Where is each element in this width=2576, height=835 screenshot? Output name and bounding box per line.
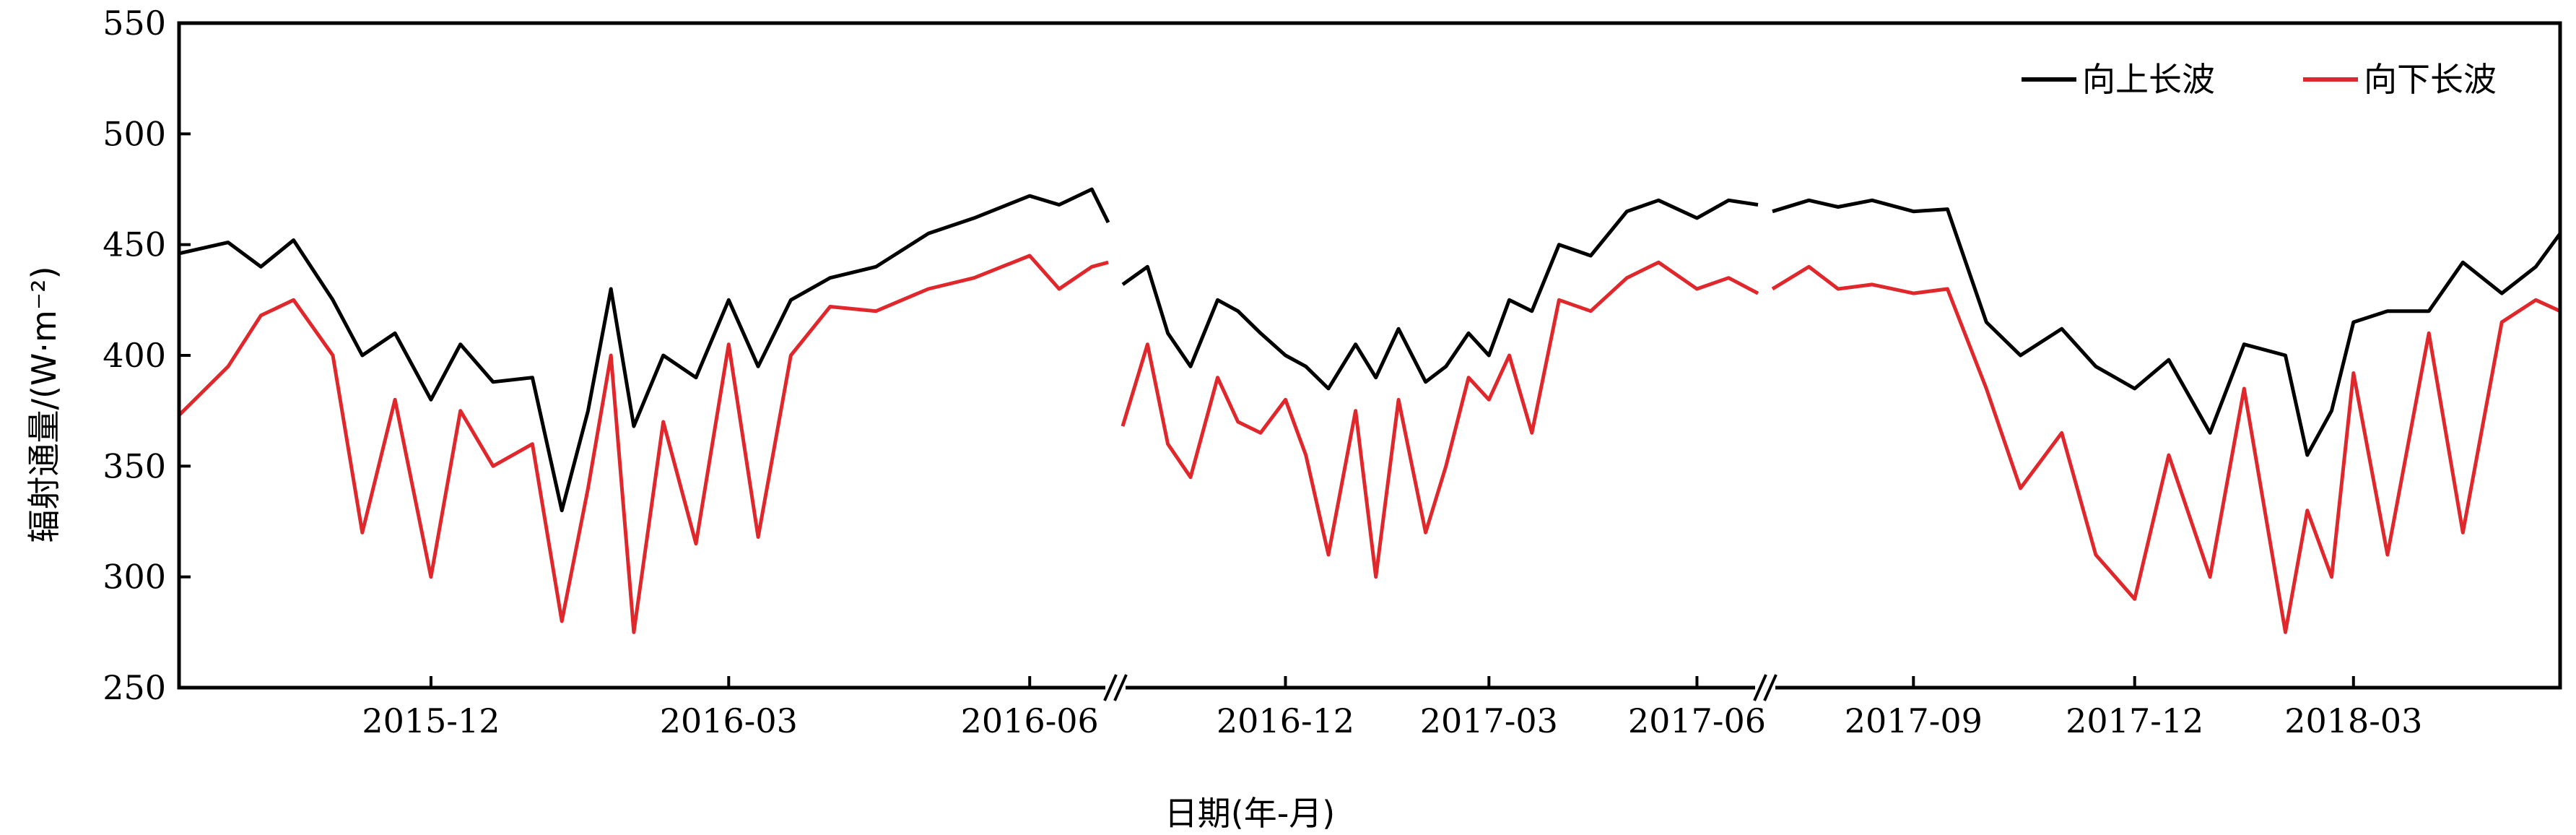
legend-label-1: 向上长波 bbox=[2082, 60, 2215, 99]
y-tick-label: 300 bbox=[103, 558, 166, 597]
y-tick-label: 400 bbox=[103, 336, 166, 375]
y-axis: 250 300 350 400 450 500 550 bbox=[103, 4, 191, 707]
series-line-1-segment-3 bbox=[1772, 198, 2562, 457]
legend: 向上长波 向下长波 bbox=[2022, 60, 2497, 99]
x-axis: 2015-12 2016-03 2016-06 2016-12 2017-03 2017-… bbox=[362, 676, 2422, 740]
axis-break-mark bbox=[1103, 674, 1118, 701]
x-tick-label: 2016-03 bbox=[660, 701, 798, 740]
x-tick-label: 2016-12 bbox=[1217, 701, 1354, 740]
plot-frame bbox=[177, 21, 2562, 690]
y-tick-label: 450 bbox=[103, 225, 166, 264]
x-tick-label: 2017-06 bbox=[1628, 701, 1766, 740]
series-line-1-segment-2 bbox=[1121, 198, 1759, 391]
x-tick-label: 2017-03 bbox=[1420, 701, 1558, 740]
y-tick-label: 550 bbox=[103, 4, 166, 43]
legend-label-2: 向下长波 bbox=[2364, 60, 2497, 99]
y-tick-label: 500 bbox=[103, 114, 166, 153]
x-tick-label: 2018-03 bbox=[2284, 701, 2422, 740]
series-line-2-segment-2 bbox=[1121, 260, 1759, 579]
axis-break-mark bbox=[1753, 674, 1767, 701]
y-tick-label: 350 bbox=[103, 446, 166, 485]
x-axis-title: 日期(年-月) bbox=[1164, 794, 1336, 833]
y-tick-label: 250 bbox=[103, 668, 166, 707]
series-line-1-segment-1 bbox=[178, 187, 1110, 513]
series-line-2-segment-3 bbox=[1771, 264, 2562, 634]
x-tick-label: 2017-12 bbox=[2066, 701, 2203, 740]
series-layer bbox=[178, 187, 2562, 634]
axis-breaks bbox=[1103, 674, 1777, 701]
x-tick-label: 2015-12 bbox=[362, 701, 500, 740]
x-tick-label: 2017-09 bbox=[1845, 701, 1983, 740]
axis-break-mark bbox=[1113, 674, 1128, 701]
series-line-2-segment-1 bbox=[178, 254, 1109, 634]
axis-break-mark bbox=[1763, 674, 1777, 701]
x-tick-label: 2016-06 bbox=[961, 701, 1099, 740]
